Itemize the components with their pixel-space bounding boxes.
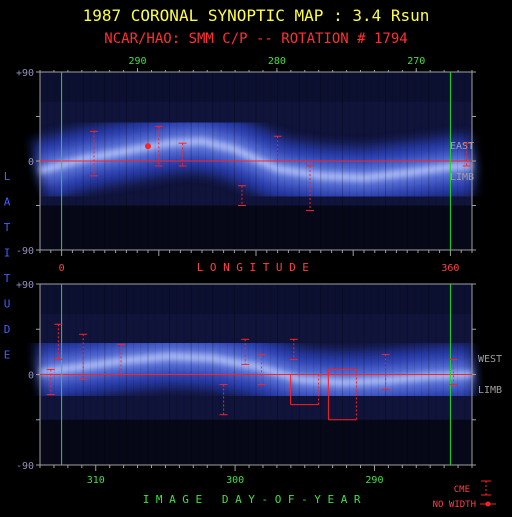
latitude-letter: U [4,298,11,311]
day-axis-letter: E [327,493,334,506]
cme-marker [54,323,63,360]
longitude-axis-letter: U [276,261,283,274]
longitude-axis-letter: I [249,261,256,274]
day-tick-label: 300 [226,475,244,486]
cme-marker [241,338,250,365]
cme-marker [154,125,163,167]
day-axis-letter: I [143,493,150,506]
cme-marker [273,135,282,162]
cme-marker [290,374,320,406]
cme-marker [289,338,298,360]
latitude-letter: T [4,221,11,234]
streamer-belt-core [39,137,473,182]
day-axis-letter: A [341,493,348,506]
day-axis-letter: D [222,493,229,506]
west-limb-label: LIMB [478,385,502,396]
cme-marker [46,368,55,396]
cme-marker [462,142,471,167]
longitude-axis-letter: O [210,261,217,274]
latitude-letter: E [4,349,11,362]
west-label: WEST [478,354,502,365]
legend-no-width-symbol [480,501,496,507]
cme-marker [90,130,98,177]
legend-cme-label: CME [454,485,470,495]
cme-marker [306,165,314,211]
latitude-letter: D [4,323,11,336]
longitude-tick-label: 0 [59,263,65,274]
day-tick-label: 310 [87,475,105,486]
longitude-axis-letter: T [263,261,270,274]
y-tick-label: -90 [16,246,34,257]
cme-marker [237,185,246,206]
cme-marker [381,353,390,391]
day-axis-letter: - [261,493,268,506]
y-tick-label: 0 [28,371,34,382]
cme-marker [327,368,357,421]
day-axis-letter: A [235,493,242,506]
cme-marker [79,333,88,381]
day-axis-letter: M [156,493,163,506]
top-tick-label: 290 [129,56,147,67]
y-tick-label: +90 [16,68,34,79]
chart-subtitle: NCAR/HAO: SMM C/P -- ROTATION # 1794 [104,31,407,47]
top-tick-label: 280 [268,56,286,67]
day-axis-letter: F [288,493,295,506]
streamer-belt-core [39,352,473,387]
day-axis-letter: Y [248,493,255,506]
day-axis-letter: E [195,493,202,506]
latitude-letter: I [4,247,11,260]
cme-marker [178,142,187,167]
day-axis-letter: R [354,493,361,506]
longitude-axis-letter: N [223,261,230,274]
y-tick-label: -90 [16,461,34,472]
latitude-letter: T [4,272,11,285]
polar-dark-band [40,205,472,250]
day-axis-letter: - [301,493,308,506]
east-label: EAST [450,141,474,152]
no-width-marker [145,143,151,150]
latitude-letter: L [4,170,11,183]
longitude-axis-letter: D [289,261,296,274]
cme-marker [219,384,228,416]
y-tick-label: +90 [16,280,34,291]
longitude-tick-label: 360 [441,263,459,274]
day-axis-letter: G [182,493,189,506]
east-limb-panel: +90 0 -90 290 280 270 0 360 L O N G I T U D E [16,56,481,274]
polar-upper-band [40,284,472,315]
longitude-axis-letter: G [236,261,243,274]
chart-title: 1987 CORONAL SYNOPTIC MAP : 3.4 Rsun [83,6,430,25]
day-axis-letter: Y [314,493,321,506]
east-limb-label: LIMB [450,172,474,183]
day-axis-letter: O [275,493,282,506]
legend-no-width-label: NO WIDTH [433,500,476,510]
legend: CME NO WIDTH [433,480,496,510]
polar-dark-band [40,419,472,465]
cme-marker [449,358,458,386]
cme-marker [117,343,125,375]
y-tick-label: 0 [28,157,34,168]
longitude-axis-letter: E [302,261,309,274]
longitude-axis-letter: L [197,261,204,274]
latitude-letter: A [4,196,11,209]
legend-cme-symbol [481,480,491,496]
day-tick-label: 290 [365,475,383,486]
day-axis-letter: A [169,493,176,506]
top-tick-label: 270 [407,56,425,67]
cme-marker [257,353,266,386]
polar-upper-band [40,72,472,102]
